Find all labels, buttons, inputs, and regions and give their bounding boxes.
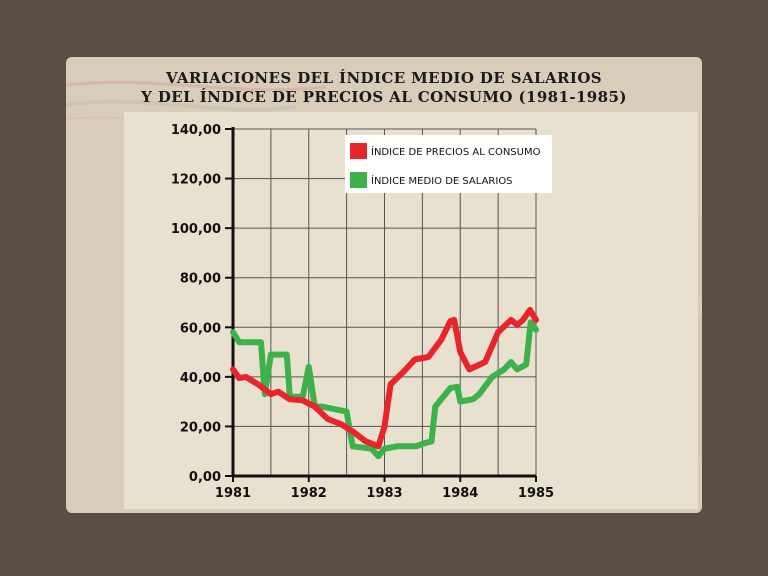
y-tick-label: 140,00 <box>171 123 221 138</box>
y-tick-label: 100,00 <box>171 222 221 237</box>
series-line-salarios <box>230 319 539 460</box>
y-axis-ticks: 0,00 20,00 40,00 60,00 80,00 100,00 120,00 140,… <box>171 123 233 485</box>
legend-label: ÍNDICE DE PRECIOS AL CONSUMO <box>371 145 541 158</box>
y-tick-label: 20,00 <box>180 420 221 435</box>
chart-title-line-2: Y DEL ÍNDICE DE PRECIOS AL CONSUMO (1981… <box>141 88 627 106</box>
x-tick-label: 1985 <box>518 486 554 501</box>
x-axis-ticks: 1981 1982 1983 1984 1985 <box>215 476 554 501</box>
chart-title: VARIACIONES DEL ÍNDICE MEDIO DE SALARIOS… <box>66 69 702 107</box>
legend-swatch <box>350 172 367 188</box>
legend-box <box>345 135 552 193</box>
chart-title-line-1: VARIACIONES DEL ÍNDICE MEDIO DE SALARIOS <box>165 69 603 87</box>
y-tick-label: 60,00 <box>180 321 221 336</box>
chart-series <box>230 306 539 460</box>
x-tick-label: 1984 <box>442 486 478 501</box>
y-tick-label: 0,00 <box>189 470 221 485</box>
y-tick-label: 40,00 <box>180 371 221 386</box>
legend-label: ÍNDICE MEDIO DE SALARIOS <box>371 174 513 187</box>
legend-swatch <box>350 143 367 159</box>
x-tick-label: 1981 <box>215 486 251 501</box>
x-tick-label: 1982 <box>291 486 327 501</box>
x-tick-label: 1983 <box>366 486 402 501</box>
chart-legend: ÍNDICE DE PRECIOS AL CONSUMO ÍNDICE MEDIO… <box>345 135 552 193</box>
y-tick-label: 120,00 <box>171 173 221 188</box>
y-tick-label: 80,00 <box>180 272 221 287</box>
